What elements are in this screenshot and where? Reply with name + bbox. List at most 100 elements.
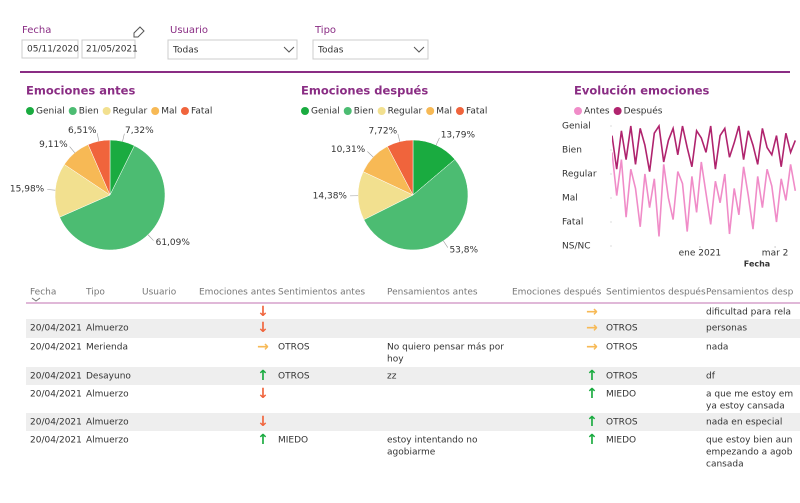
emotion-arrow: ↓: [257, 320, 269, 336]
date-from: 05/11/2020: [27, 45, 79, 55]
legend-label: Fatal: [466, 107, 487, 117]
cell-text: cansada: [706, 460, 744, 470]
data-label: 13,79%: [441, 131, 476, 141]
legend-swatch: [456, 107, 464, 115]
cell-text: OTROS: [606, 418, 638, 428]
data-label: 9,11%: [39, 140, 68, 150]
cell-text: que estoy bien aun: [706, 436, 793, 446]
legend-label: Fatal: [191, 107, 212, 117]
dropdown-value: Todas: [317, 46, 344, 56]
legend-label: Mal: [161, 107, 177, 117]
emotion-arrow: ↑: [586, 432, 598, 448]
row-background: [26, 413, 800, 431]
cell-text: a que me estoy em: [706, 390, 793, 400]
line-series: [612, 152, 795, 236]
leader-line: [398, 134, 400, 142]
cell-text: df: [706, 372, 716, 382]
column-header: Sentimientos después: [606, 287, 706, 298]
legend-label: Antes: [584, 107, 610, 117]
cell-text: dificultad para rela: [706, 308, 791, 318]
cell-text: agobiarme: [387, 448, 436, 458]
cell-text: No quiero pensar más por: [387, 343, 504, 353]
leader-line: [367, 152, 373, 158]
data-label: 7,32%: [125, 126, 154, 136]
emotion-arrow: ↑: [257, 368, 269, 384]
cell-text: 20/04/2021: [30, 324, 82, 334]
cell-text: OTROS: [606, 343, 638, 353]
column-header: Tipo: [85, 288, 105, 298]
cell-text: personas: [706, 324, 747, 334]
legend-swatch: [26, 107, 34, 115]
emotion-arrow: →: [257, 339, 269, 355]
x-axis-label: Fecha: [744, 260, 770, 269]
cell-text: nada en especial: [706, 418, 782, 428]
cell-text: 20/04/2021: [30, 418, 82, 428]
leader-line: [443, 241, 447, 248]
cell-text: MIEDO: [606, 436, 636, 446]
emotion-arrow: →: [586, 304, 598, 320]
sort-icon: [32, 298, 40, 301]
leader-line: [436, 138, 439, 145]
cell-text: OTROS: [278, 343, 310, 353]
legend-swatch: [614, 107, 622, 115]
cell-text: ya estoy cansada: [706, 402, 785, 412]
column-header: Usuario: [142, 288, 177, 298]
cell-text: Almuerzo: [86, 390, 129, 400]
filter-label: Fecha: [22, 25, 51, 36]
legend-label: Regular: [113, 107, 148, 117]
cell-text: MIEDO: [278, 436, 308, 446]
cell-text: hoy: [387, 355, 404, 365]
emotion-arrow: ↓: [257, 386, 269, 402]
emotion-arrow: →: [586, 339, 598, 355]
emotion-arrow: ↓: [257, 414, 269, 430]
chart-title: Emociones antes: [26, 84, 135, 98]
legend-label: Mal: [436, 107, 452, 117]
y-tick-label: Regular: [562, 170, 597, 180]
cell-text: Almuerzo: [86, 436, 129, 446]
data-label: 53,8%: [449, 246, 478, 256]
emotion-arrow: ↑: [586, 414, 598, 430]
column-header: Emociones después: [512, 287, 602, 298]
cell-text: estoy intentando no: [387, 436, 478, 446]
emotion-arrow: →: [586, 320, 598, 336]
column-header: Sentimientos antes: [278, 288, 365, 298]
cell-text: OTROS: [606, 324, 638, 334]
cell-text: 20/04/2021: [30, 390, 82, 400]
chart-title: Emociones después: [301, 84, 428, 98]
legend-swatch: [344, 107, 352, 115]
date-to: 21/05/2021: [86, 45, 138, 55]
cell-text: 20/04/2021: [30, 343, 82, 353]
chart-title: Evolución emociones: [574, 84, 710, 98]
emotion-arrow: ↑: [586, 386, 598, 402]
row-background: [26, 367, 800, 385]
legend-swatch: [378, 107, 386, 115]
plot-area: [612, 126, 795, 236]
cell-text: OTROS: [278, 372, 310, 382]
leader-line: [97, 133, 99, 141]
cell-text: Desayuno: [86, 372, 131, 382]
data-label: 61,09%: [156, 238, 191, 248]
legend-label: Bien: [354, 107, 374, 117]
legend-label: Genial: [36, 107, 65, 117]
column-header: Pensamientos desp: [706, 288, 794, 298]
leader-line: [70, 147, 75, 153]
data-label: 10,31%: [331, 145, 366, 155]
leader-line: [47, 189, 55, 190]
column-header: Fecha: [30, 288, 56, 298]
legend-swatch: [426, 107, 434, 115]
cell-text: nada: [706, 343, 728, 353]
cell-text: MIEDO: [606, 390, 636, 400]
legend-label: Regular: [388, 107, 423, 117]
line-series: [612, 126, 795, 172]
legend-label: Genial: [311, 107, 340, 117]
eraser-icon[interactable]: [134, 27, 144, 37]
legend-swatch: [69, 107, 77, 115]
dropdown-value: Todas: [172, 46, 199, 56]
legend-swatch: [181, 107, 189, 115]
cell-text: 20/04/2021: [30, 372, 82, 382]
cell-text: zz: [387, 372, 397, 382]
legend-label: Bien: [79, 107, 99, 117]
legend-swatch: [151, 107, 159, 115]
legend-swatch: [103, 107, 111, 115]
